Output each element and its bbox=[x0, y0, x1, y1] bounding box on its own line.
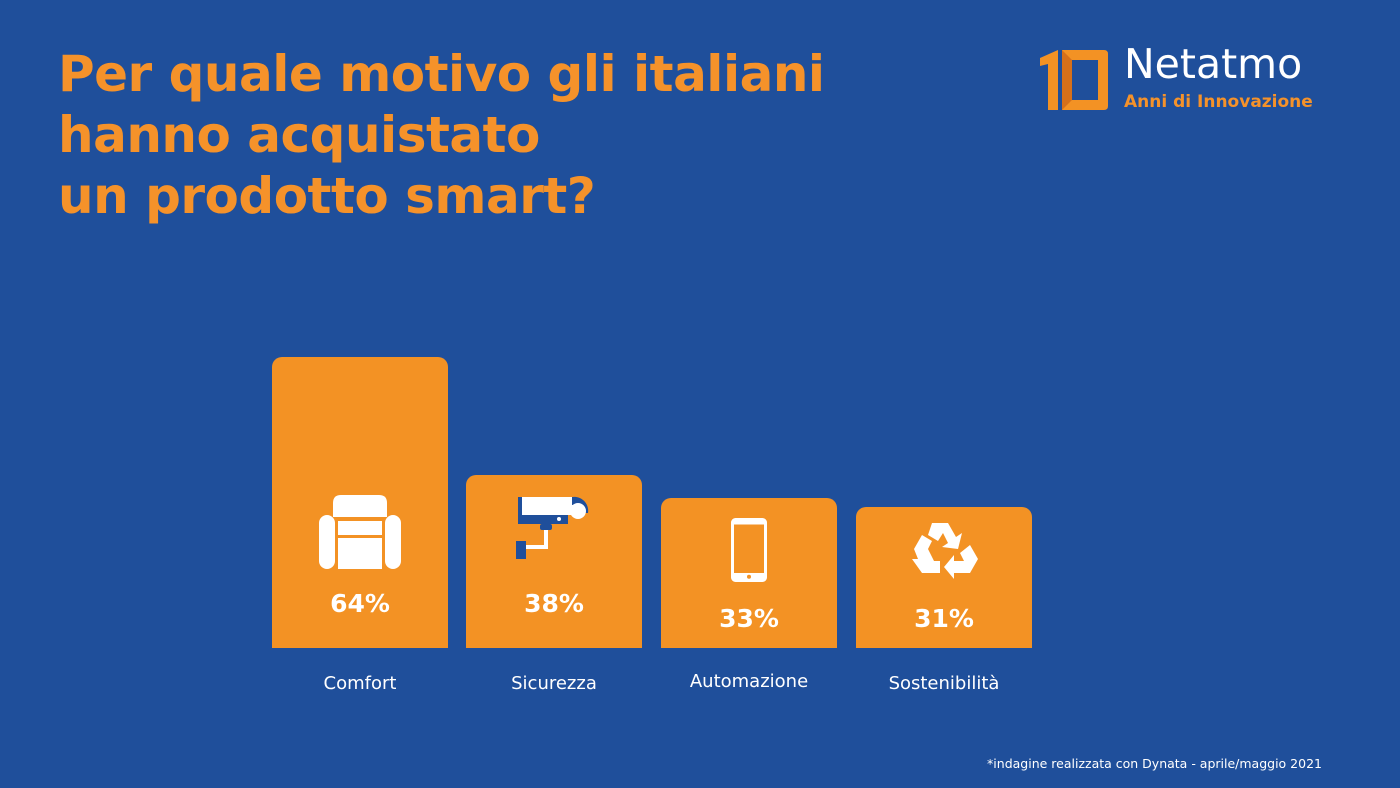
recycle-icon bbox=[912, 523, 978, 579]
bar-sicurezza: 38% bbox=[466, 475, 642, 648]
netatmo-logo: Netatmo Anni di Innovazione bbox=[1038, 40, 1338, 116]
bar-sostenibilita: 31% bbox=[856, 507, 1032, 648]
smartphone-icon bbox=[731, 518, 767, 582]
category-label-sostenibilita: Sostenibilità bbox=[888, 673, 1000, 694]
brand-tagline: Anni di Innovazione bbox=[1124, 92, 1313, 112]
title-line-1: Per quale motivo gli italiani bbox=[58, 45, 825, 103]
armchair-icon bbox=[319, 495, 401, 569]
category-label-automazione: Automazione bbox=[689, 671, 809, 692]
chart-title: Per quale motivo gli italiani hanno acqu… bbox=[58, 44, 825, 227]
bar-value-sostenibilita: 31% bbox=[914, 604, 974, 633]
category-label-comfort: Comfort bbox=[323, 673, 397, 694]
ten-years-logo-icon bbox=[1040, 50, 1108, 110]
bar-automazione: 33% bbox=[661, 498, 837, 648]
title-line-2: hanno acquistato bbox=[58, 106, 540, 164]
footnote: *indagine realizzata con Dynata - aprile… bbox=[987, 756, 1322, 771]
bar-value-comfort: 64% bbox=[330, 589, 390, 618]
category-label-sicurezza: Sicurezza bbox=[511, 673, 597, 694]
bar-value-automazione: 33% bbox=[719, 604, 779, 633]
brand-name: Netatmo bbox=[1124, 40, 1303, 88]
title-line-3: un prodotto smart? bbox=[58, 167, 596, 225]
bar-comfort: 64% bbox=[272, 357, 448, 648]
bar-value-sicurezza: 38% bbox=[524, 589, 584, 618]
security-camera-icon bbox=[516, 496, 589, 559]
